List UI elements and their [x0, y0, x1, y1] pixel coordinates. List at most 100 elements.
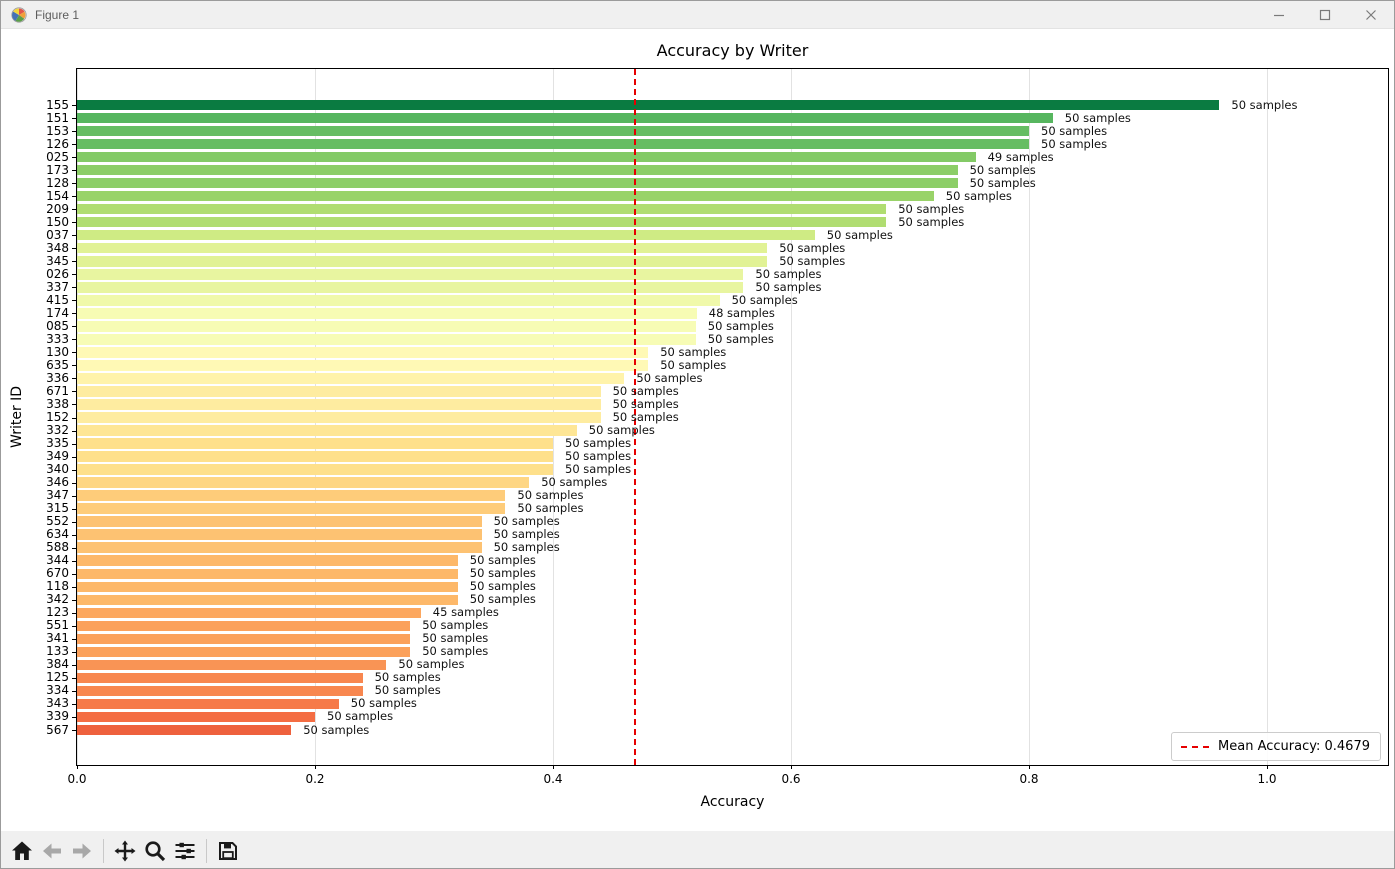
bar-samples-label: 50 samples	[660, 344, 727, 359]
legend: Mean Accuracy: 0.4679	[1171, 732, 1381, 761]
ytick-mark	[72, 586, 76, 588]
ytick-label-025: 025	[46, 149, 69, 164]
legend-dash-sample	[1181, 745, 1210, 748]
bar-writer-551	[77, 620, 411, 632]
gridline	[1029, 69, 1030, 765]
ytick-label-085: 085	[46, 318, 69, 333]
bar-writer-151	[77, 112, 1053, 124]
bar-writer-332	[77, 425, 577, 436]
sliders-icon	[175, 842, 195, 859]
ytick-mark	[72, 573, 76, 575]
ytick-label-174: 174	[46, 305, 69, 320]
ytick-mark	[72, 560, 76, 562]
ytick-mark	[72, 339, 76, 341]
ytick-label-340: 340	[46, 462, 69, 477]
bar-writer-340	[77, 464, 553, 475]
bar-writer-349	[77, 451, 553, 462]
bar-writer-209	[77, 203, 887, 215]
ytick-mark	[72, 638, 76, 640]
legend-label: Mean Accuracy: 0.4679	[1218, 739, 1370, 754]
ytick-label-332: 332	[46, 423, 69, 438]
ytick-mark	[72, 313, 76, 315]
ytick-label-209: 209	[46, 201, 69, 216]
ytick-mark	[72, 222, 76, 224]
bar-writer-026	[77, 269, 744, 280]
bar-samples-label: 50 samples	[779, 253, 846, 268]
ytick-mark	[72, 105, 76, 106]
ytick-label-153: 153	[46, 123, 69, 138]
bar-samples-label: 50 samples	[565, 436, 632, 451]
bar-writer-670	[77, 568, 458, 579]
ytick-mark	[72, 730, 76, 731]
bar-samples-label: 50 samples	[517, 501, 584, 516]
bar-samples-label: 50 samples	[469, 579, 536, 594]
maximize-icon	[1319, 9, 1331, 21]
xtick-mark	[1267, 765, 1268, 769]
bar-writer-174	[77, 308, 697, 319]
bar-writer-634	[77, 529, 482, 540]
bar-writer-126	[77, 138, 1029, 150]
ytick-mark	[72, 703, 76, 705]
ytick-mark	[72, 651, 76, 653]
gridline	[1267, 69, 1268, 765]
ytick-mark	[72, 391, 76, 393]
bar-writer-344	[77, 555, 458, 566]
save-button[interactable]	[213, 836, 243, 866]
bar-writer-128	[77, 177, 958, 189]
ytick-mark	[72, 547, 76, 549]
window-titlebar: Figure 1	[1, 1, 1394, 29]
bar-samples-label: 50 samples	[1041, 123, 1108, 138]
ytick-mark	[72, 170, 76, 172]
ytick-mark	[72, 209, 76, 211]
toolbar-separator	[103, 838, 104, 863]
bar-samples-label: 50 samples	[398, 657, 465, 672]
ytick-mark	[72, 612, 76, 614]
xtick-label: 0.4	[543, 772, 563, 786]
ytick-mark	[72, 326, 76, 328]
home-button[interactable]	[7, 836, 37, 866]
minimize-button[interactable]	[1256, 1, 1302, 29]
ytick-label-341: 341	[46, 631, 69, 646]
xtick-label: 0.0	[67, 772, 87, 786]
bar-samples-label: 50 samples	[898, 214, 965, 229]
ytick-mark	[72, 430, 76, 432]
minimize-icon	[1274, 14, 1284, 17]
pan-button[interactable]	[110, 836, 140, 866]
ytick-mark	[72, 469, 76, 471]
bar-writer-335	[77, 438, 553, 449]
ytick-label-635: 635	[46, 357, 69, 372]
forward-button[interactable]	[67, 836, 97, 866]
maximize-button[interactable]	[1302, 1, 1348, 29]
ytick-label-126: 126	[46, 136, 69, 151]
back-button[interactable]	[37, 836, 67, 866]
bar-writer-347	[77, 490, 506, 501]
bar-writer-415	[77, 295, 720, 306]
xtick-label: 1.0	[1257, 772, 1277, 786]
xtick-mark	[77, 765, 78, 769]
bar-samples-label: 50 samples	[517, 488, 584, 503]
bar-writer-037	[77, 229, 815, 241]
zoom-button[interactable]	[140, 836, 170, 866]
bar-samples-label: 50 samples	[422, 618, 489, 633]
ytick-label-348: 348	[46, 240, 69, 255]
bar-samples-label: 50 samples	[469, 553, 536, 568]
close-button[interactable]	[1348, 1, 1394, 29]
ytick-label-128: 128	[46, 175, 69, 190]
ytick-label-345: 345	[46, 253, 69, 268]
subplots-button[interactable]	[170, 836, 200, 866]
bar-writer-125	[77, 672, 363, 684]
bar-writer-336	[77, 373, 625, 384]
bar-samples-label: 50 samples	[565, 462, 632, 477]
bar-samples-label: 50 samples	[350, 696, 417, 711]
y-axis-label: Writer ID	[9, 385, 25, 449]
ytick-label-125: 125	[46, 670, 69, 685]
bar-samples-label: 45 samples	[432, 605, 499, 620]
pan-icon	[114, 840, 136, 861]
mean-accuracy-line	[633, 69, 636, 765]
ytick-mark	[72, 365, 76, 367]
bar-writer-118	[77, 581, 458, 593]
ytick-label-347: 347	[46, 488, 69, 503]
bar-writer-150	[77, 216, 887, 228]
xtick-label: 0.6	[781, 772, 801, 786]
